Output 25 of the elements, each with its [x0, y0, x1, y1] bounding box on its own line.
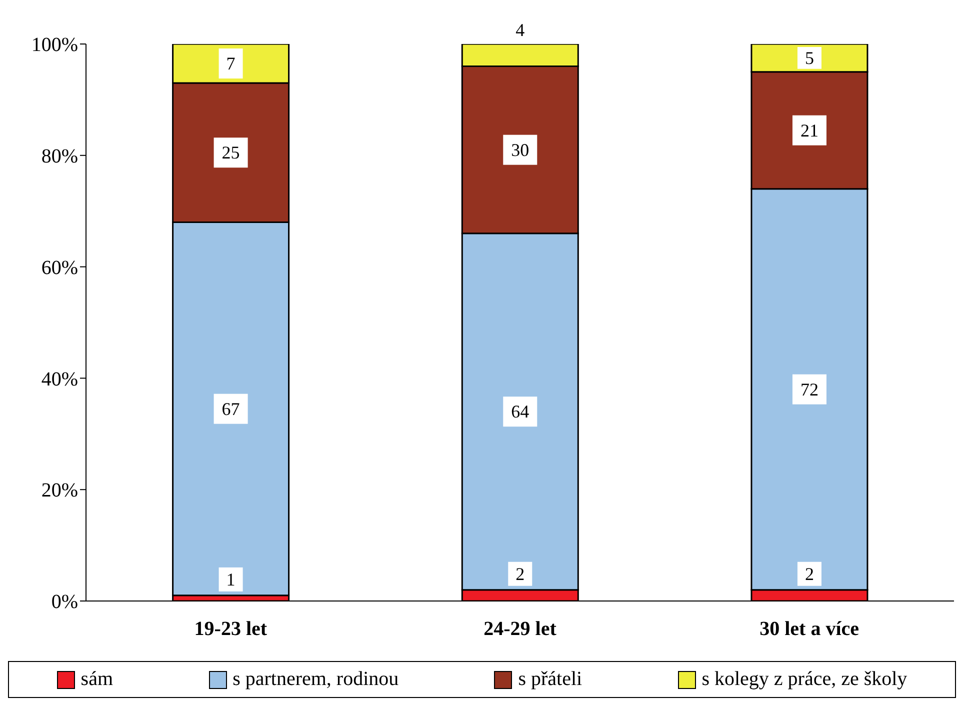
legend-label: s partnerem, rodinou: [232, 668, 399, 691]
y-tick-label: 0%: [51, 591, 78, 614]
data-label: 67: [222, 398, 240, 419]
data-label: 64: [511, 402, 530, 422]
data-label: 30: [511, 140, 530, 160]
data-label: 2: [516, 564, 525, 584]
data-label: 72: [800, 379, 818, 400]
x-tick-label: 19-23 let: [194, 618, 268, 640]
y-tick-label: 100%: [31, 34, 78, 56]
legend-label: s přáteli: [518, 668, 582, 691]
x-tick-label: 24-29 let: [484, 618, 557, 640]
data-label: 4: [516, 20, 525, 40]
legend-label: s kolegy z práce, ze školy: [702, 668, 908, 691]
legend-label: sám: [80, 668, 113, 691]
data-label: 5: [804, 48, 814, 68]
data-label: 21: [800, 120, 818, 140]
y-tick-label: 20%: [41, 480, 78, 502]
y-tick-label: 60%: [41, 256, 78, 279]
data-label: 2: [804, 564, 814, 584]
x-tick-label: 30 let a více: [760, 618, 860, 640]
data-label: 7: [226, 53, 236, 74]
data-label: 25: [222, 142, 240, 163]
y-tick-label: 80%: [41, 146, 78, 168]
y-tick-label: 40%: [41, 368, 78, 390]
data-label: 1: [226, 569, 236, 590]
